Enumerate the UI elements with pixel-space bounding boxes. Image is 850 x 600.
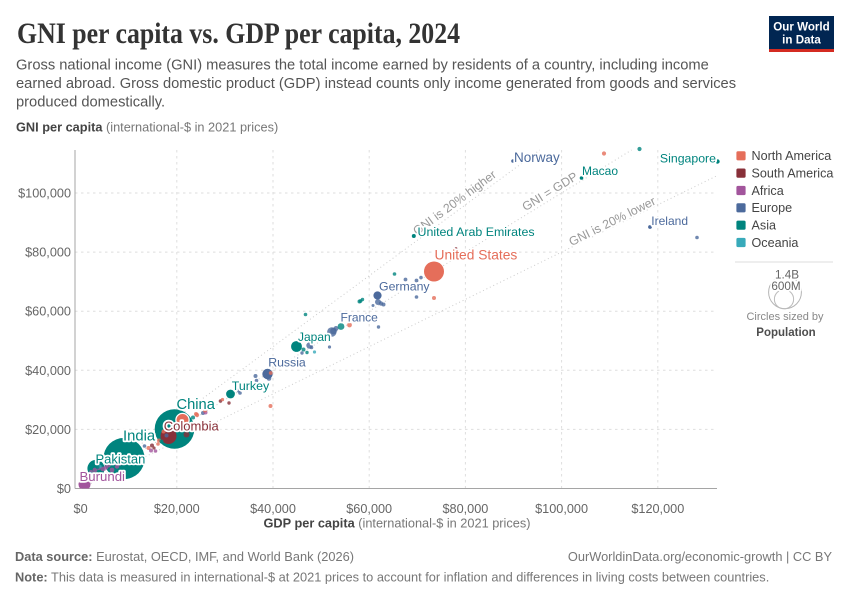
svg-text:$120,000: $120,000 (631, 502, 684, 516)
svg-text:Germany: Germany (379, 280, 430, 294)
svg-text:$60,000: $60,000 (25, 305, 71, 319)
svg-text:India: India (123, 429, 156, 445)
svg-text:Russia: Russia (268, 356, 306, 370)
svg-text:United States: United States (435, 248, 518, 263)
svg-text:Japan: Japan (298, 330, 331, 344)
svg-text:Macao: Macao (582, 164, 618, 178)
svg-text:$40,000: $40,000 (25, 364, 71, 378)
svg-text:$20,000: $20,000 (154, 502, 200, 516)
svg-text:earned abroad. Gross domestic: earned abroad. Gross domestic product (G… (16, 76, 736, 92)
svg-text:North America: North America (752, 149, 832, 163)
svg-text:Data source: Eurostat, OECD, I: Data source: Eurostat, OECD, IMF, and Wo… (15, 549, 354, 564)
svg-text:in Data: in Data (782, 34, 821, 47)
svg-text:Singapore: Singapore (660, 152, 716, 166)
svg-text:$80,000: $80,000 (25, 246, 71, 260)
svg-text:1.4B: 1.4B (775, 269, 799, 282)
svg-text:Note: This data is measured in: Note: This data is measured in internati… (15, 570, 769, 585)
svg-text:$100,000: $100,000 (535, 502, 588, 516)
svg-text:Asia: Asia (752, 219, 777, 233)
svg-text:$0: $0 (74, 502, 88, 516)
svg-text:South America: South America (752, 167, 834, 181)
svg-text:$80,000: $80,000 (442, 502, 488, 516)
svg-text:600M: 600M (771, 280, 800, 293)
svg-text:Gross national income (GNI) me: Gross national income (GNI) measures the… (16, 58, 709, 74)
svg-text:produced domestically.: produced domestically. (16, 95, 165, 111)
svg-text:Burundi: Burundi (80, 469, 126, 484)
svg-text:OurWorldinData.org/economic-gr: OurWorldinData.org/economic-growth | CC … (568, 549, 833, 564)
svg-text:United Arab Emirates: United Arab Emirates (418, 225, 535, 239)
svg-text:Africa: Africa (752, 184, 784, 198)
svg-text:Europe: Europe (752, 201, 793, 215)
svg-text:Pakistan: Pakistan (96, 452, 146, 467)
svg-text:China: China (177, 397, 216, 413)
svg-text:Oceania: Oceania (752, 236, 799, 250)
svg-text:Ireland: Ireland (651, 214, 688, 228)
svg-text:GNI per capita (international-: GNI per capita (international-$ in 2021 … (16, 120, 278, 135)
svg-text:$60,000: $60,000 (346, 502, 392, 516)
svg-text:France: France (341, 311, 379, 325)
svg-text:Population: Population (756, 327, 815, 339)
svg-text:$100,000: $100,000 (18, 187, 71, 201)
svg-text:$0: $0 (57, 482, 71, 496)
svg-text:Turkey: Turkey (232, 379, 270, 393)
svg-text:GNI per capita vs. GDP per cap: GNI per capita vs. GDP per capita, 2024 (17, 17, 460, 50)
svg-text:Colombia: Colombia (164, 419, 220, 434)
svg-text:$40,000: $40,000 (250, 502, 296, 516)
svg-text:$20,000: $20,000 (25, 423, 71, 437)
svg-text:Norway: Norway (514, 150, 560, 165)
svg-text:Our World: Our World (773, 21, 829, 34)
svg-text:GDP per capita (international-: GDP per capita (international-$ in 2021 … (264, 516, 531, 531)
svg-text:Circles sized by: Circles sized by (746, 311, 824, 323)
